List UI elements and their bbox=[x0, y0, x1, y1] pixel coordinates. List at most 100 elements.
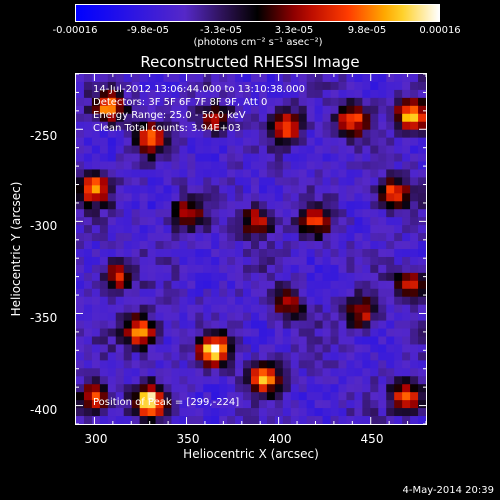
heatmap-cell bbox=[410, 129, 419, 139]
heatmap-cell bbox=[203, 320, 212, 330]
heatmap-cell bbox=[99, 97, 109, 107]
heatmap-cell bbox=[410, 89, 419, 99]
chart-title: Reconstructed RHESSI Image bbox=[140, 53, 360, 71]
heatmap-cell bbox=[179, 296, 188, 306]
heatmap-cell bbox=[402, 288, 411, 298]
heatmap-cell bbox=[219, 153, 228, 162]
heatmap-cell bbox=[258, 400, 268, 409]
heatmap-cell bbox=[314, 121, 324, 131]
heatmap-cell bbox=[99, 209, 109, 218]
heatmap-cell bbox=[195, 376, 204, 385]
heatmap-cell bbox=[322, 209, 332, 218]
heatmap-cell bbox=[211, 320, 220, 330]
heatmap-cell bbox=[243, 137, 252, 147]
heatmap-cell bbox=[83, 320, 93, 330]
heatmap-cell bbox=[378, 177, 387, 186]
heatmap-cell bbox=[139, 400, 149, 409]
heatmap-cell bbox=[139, 185, 149, 194]
heatmap-cell bbox=[147, 241, 157, 250]
heatmap-cell bbox=[251, 416, 260, 424]
heatmap-cell bbox=[418, 81, 426, 91]
heatmap-cell bbox=[211, 113, 220, 123]
heatmap-cell bbox=[346, 320, 355, 330]
heatmap-cell bbox=[203, 74, 212, 83]
heatmap-cell bbox=[83, 328, 93, 337]
heatmap-cell bbox=[251, 288, 260, 298]
heatmap-cell bbox=[163, 121, 172, 131]
heatmap-cell bbox=[83, 384, 93, 393]
heatmap-cell bbox=[203, 193, 212, 202]
heatmap-cell bbox=[346, 392, 355, 401]
heatmap-cell bbox=[290, 137, 300, 147]
heatmap-cell bbox=[139, 81, 149, 91]
heatmap-cell bbox=[76, 320, 85, 330]
heatmap-cell bbox=[354, 105, 363, 115]
heatmap-cell bbox=[99, 352, 109, 361]
heatmap-cell bbox=[282, 392, 292, 401]
heatmap-cell bbox=[195, 89, 204, 99]
heatmap-cell bbox=[330, 185, 339, 194]
heatmap-cell bbox=[298, 193, 308, 202]
heatmap-cell bbox=[402, 169, 411, 178]
heatmap-cell bbox=[251, 280, 260, 290]
heatmap-cell bbox=[354, 376, 363, 385]
heatmap-cell bbox=[227, 161, 236, 170]
heatmap-cell bbox=[219, 74, 228, 83]
heatmap-cell bbox=[139, 121, 149, 131]
heatmap-cell bbox=[362, 312, 371, 322]
heatmap-cell bbox=[187, 89, 196, 99]
heatmap-cell bbox=[243, 312, 252, 322]
heatmap-cell bbox=[179, 376, 188, 385]
heatmap-cell bbox=[107, 400, 117, 409]
heatmap-cell bbox=[131, 97, 141, 107]
heatmap-cell bbox=[187, 368, 196, 377]
heatmap-cell bbox=[139, 344, 149, 353]
heatmap-cell bbox=[338, 81, 347, 91]
heatmap-cell bbox=[91, 336, 101, 345]
heatmap-cell bbox=[338, 201, 347, 210]
heatmap-cell bbox=[378, 416, 387, 424]
heatmap-cell bbox=[123, 392, 133, 401]
heatmap-cell bbox=[83, 344, 93, 353]
heatmap-cell bbox=[147, 368, 157, 377]
heatmap-cell bbox=[354, 256, 363, 266]
heatmap-cell bbox=[76, 241, 85, 250]
heatmap-cell bbox=[155, 249, 164, 258]
heatmap-cell bbox=[235, 113, 244, 123]
x-tick-label: 350 bbox=[176, 432, 200, 446]
heatmap-cell bbox=[330, 193, 339, 202]
heatmap-cell bbox=[123, 280, 133, 290]
heatmap-cell bbox=[274, 153, 284, 162]
heatmap-cell bbox=[203, 113, 212, 123]
heatmap-cell bbox=[219, 137, 228, 147]
heatmap-cell bbox=[338, 161, 347, 170]
heatmap-cell bbox=[115, 376, 125, 385]
heatmap-cell bbox=[314, 264, 324, 274]
heatmap-cell bbox=[338, 288, 347, 298]
heatmap-cell bbox=[235, 233, 244, 242]
heatmap-cell bbox=[187, 177, 196, 186]
heatmap-cell bbox=[258, 209, 268, 218]
heatmap-cell bbox=[362, 74, 371, 83]
heatmap-cell bbox=[370, 336, 379, 345]
heatmap-cell bbox=[322, 81, 332, 91]
heatmap-cell bbox=[274, 225, 284, 234]
heatmap-cell bbox=[179, 113, 188, 123]
heatmap-cell bbox=[258, 376, 268, 385]
heatmap-cell bbox=[322, 113, 332, 123]
heatmap-cell bbox=[147, 272, 157, 282]
heatmap-cell bbox=[274, 360, 284, 369]
heatmap-cell bbox=[107, 384, 117, 393]
heatmap-cell bbox=[274, 264, 284, 274]
heatmap-cell bbox=[251, 169, 260, 178]
heatmap-cell bbox=[346, 264, 355, 274]
heatmap-cell bbox=[179, 153, 188, 162]
heatmap-cell bbox=[227, 328, 236, 337]
heatmap-cell bbox=[99, 416, 109, 424]
heatmap-cell bbox=[306, 209, 316, 218]
heatmap-cell bbox=[99, 153, 109, 162]
heatmap-cell bbox=[155, 400, 164, 409]
heatmap-cell bbox=[314, 153, 324, 162]
heatmap-cell bbox=[362, 272, 371, 282]
heatmap-cell bbox=[147, 137, 157, 147]
